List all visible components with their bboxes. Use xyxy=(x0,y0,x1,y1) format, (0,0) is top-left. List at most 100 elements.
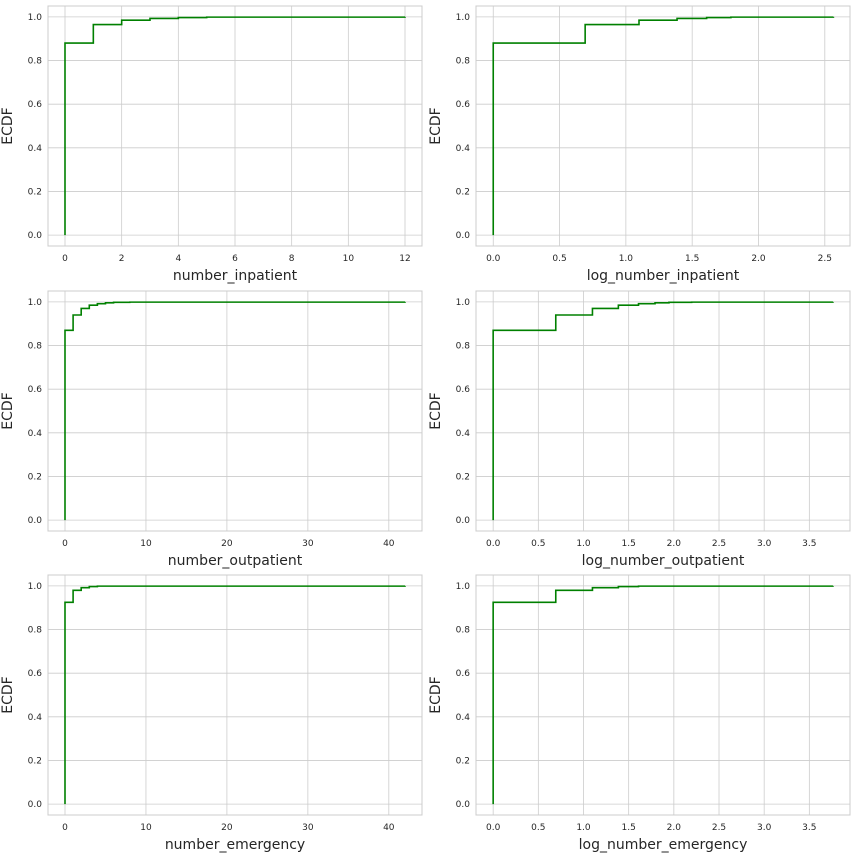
x-tick-label: 10 xyxy=(140,823,152,833)
chart-panel-3: 0 10 20 30 40 0.0 0.2 0.4 0.6 0.8 1.0 number_outpat… xyxy=(0,290,423,569)
y-tick-label: 0.0 xyxy=(456,516,471,526)
plot-frame xyxy=(47,574,423,816)
y-tick-label: 0.4 xyxy=(456,429,471,439)
y-tick-label: 0.2 xyxy=(456,187,470,197)
y-axis-label: ECDF xyxy=(0,107,16,144)
chart-panel-5: 0 10 20 30 40 0.0 0.2 0.4 0.6 0.8 1.0 number_emerge… xyxy=(0,574,423,853)
ecdf-series-line xyxy=(64,16,406,236)
x-axis-label: log_number_inpatient xyxy=(587,268,740,284)
y-tick-label: 0.2 xyxy=(28,472,42,482)
chart-panel-1: 0 2 4 6 8 10 12 0.0 0.2 0.4 0.6 0.8 1.0 number_inpati… xyxy=(0,5,423,284)
x-tick-label: 40 xyxy=(383,823,395,833)
plot-frame xyxy=(47,5,423,247)
x-tick-label: 1.0 xyxy=(576,823,591,833)
y-tick-label: 0.8 xyxy=(456,342,471,352)
x-tick-label: 1.5 xyxy=(685,254,699,264)
plot-frame xyxy=(475,574,851,816)
y-tick-label: 0.6 xyxy=(28,385,43,395)
x-tick-label: 0.5 xyxy=(531,823,545,833)
x-tick-label: 0.0 xyxy=(486,539,501,549)
y-tick-label: 0.2 xyxy=(456,472,470,482)
plot-frame xyxy=(475,5,851,247)
x-axis-label: number_outpatient xyxy=(168,553,303,569)
x-tick-label: 3.0 xyxy=(757,823,772,833)
x-tick-label: 0.0 xyxy=(486,823,501,833)
y-tick-label: 0.8 xyxy=(456,626,471,636)
x-tick-label: 1.5 xyxy=(622,539,636,549)
ecdf-series-line xyxy=(492,301,834,521)
y-tick-label: 0.6 xyxy=(456,669,471,679)
x-tick-label: 4 xyxy=(175,254,181,264)
x-tick-label: 30 xyxy=(302,823,314,833)
x-tick-label: 12 xyxy=(399,254,410,264)
y-tick-label: 0.0 xyxy=(456,800,471,810)
x-tick-label: 20 xyxy=(221,823,233,833)
x-tick-label: 0 xyxy=(62,539,68,549)
y-tick-label: 0.0 xyxy=(456,231,471,241)
x-tick-label: 2.0 xyxy=(667,539,682,549)
x-tick-label: 2.0 xyxy=(751,254,766,264)
y-tick-label: 1.0 xyxy=(28,13,43,23)
y-tick-label: 0.8 xyxy=(28,626,43,636)
x-tick-label: 40 xyxy=(383,539,395,549)
y-tick-label: 0.0 xyxy=(28,516,43,526)
x-tick-label: 0 xyxy=(62,823,68,833)
x-axis-label: log_number_emergency xyxy=(579,837,748,853)
y-tick-label: 0.8 xyxy=(456,57,471,67)
y-tick-label: 0.4 xyxy=(456,713,471,723)
ecdf-series-line xyxy=(492,16,835,236)
y-axis-label: ECDF xyxy=(428,107,444,144)
x-tick-label: 3.5 xyxy=(802,823,816,833)
y-axis-label: ECDF xyxy=(428,392,444,429)
x-tick-label: 10 xyxy=(343,254,355,264)
y-tick-label: 0.0 xyxy=(28,800,43,810)
y-axis-label: ECDF xyxy=(0,676,16,713)
chart-panel-4: 0.0 0.5 1.0 1.5 2.0 2.5 3.0 3.5 0.0 0.2 0.4 0.6 0.8 1… xyxy=(428,290,851,569)
ecdf-series-line xyxy=(492,585,834,805)
x-tick-label: 3.0 xyxy=(757,539,772,549)
x-tick-label: 1.5 xyxy=(622,823,636,833)
y-tick-label: 0.2 xyxy=(28,756,42,766)
y-tick-label: 0.6 xyxy=(28,669,43,679)
x-tick-label: 20 xyxy=(221,539,233,549)
y-tick-label: 0.4 xyxy=(28,713,43,723)
ecdf-series-line xyxy=(64,301,406,521)
x-tick-label: 0.5 xyxy=(552,254,566,264)
x-tick-label: 8 xyxy=(289,254,295,264)
y-tick-label: 0.6 xyxy=(28,100,43,110)
y-tick-label: 0.2 xyxy=(28,187,42,197)
x-axis-label: log_number_outpatient xyxy=(582,553,745,569)
x-tick-label: 3.5 xyxy=(802,539,816,549)
y-tick-label: 0.2 xyxy=(456,756,470,766)
plot-frame xyxy=(47,290,423,532)
chart-panel-2: 0.0 0.5 1.0 1.5 2.0 2.5 0.0 0.2 0.4 0.6 0.8 1.0 log_… xyxy=(428,5,851,284)
y-tick-label: 0.8 xyxy=(28,342,43,352)
ecdf-series-line xyxy=(64,585,406,805)
x-tick-label: 1.0 xyxy=(576,539,591,549)
x-tick-label: 2.5 xyxy=(712,823,726,833)
x-tick-label: 0.0 xyxy=(486,254,501,264)
x-tick-label: 2 xyxy=(119,254,125,264)
y-tick-label: 0.4 xyxy=(456,144,471,154)
x-axis-label: number_inpatient xyxy=(173,268,298,284)
y-tick-label: 0.0 xyxy=(28,231,43,241)
y-tick-label: 1.0 xyxy=(456,298,471,308)
y-tick-label: 0.6 xyxy=(456,385,471,395)
x-tick-label: 2.0 xyxy=(667,823,682,833)
x-tick-label: 0 xyxy=(62,254,68,264)
chart-panel-6: 0.0 0.5 1.0 1.5 2.0 2.5 3.0 3.5 0.0 0.2 0.4 0.6 0.8 1… xyxy=(428,574,851,853)
y-tick-label: 1.0 xyxy=(28,298,43,308)
y-tick-label: 1.0 xyxy=(456,13,471,23)
y-tick-label: 1.0 xyxy=(28,582,43,592)
y-tick-label: 0.4 xyxy=(28,429,43,439)
y-tick-label: 0.8 xyxy=(28,57,43,67)
x-tick-label: 0.5 xyxy=(531,539,545,549)
y-tick-label: 1.0 xyxy=(456,582,471,592)
x-tick-label: 1.0 xyxy=(619,254,634,264)
x-tick-label: 2.5 xyxy=(818,254,832,264)
y-tick-label: 0.4 xyxy=(28,144,43,154)
x-tick-label: 30 xyxy=(302,539,314,549)
x-tick-label: 2.5 xyxy=(712,539,726,549)
